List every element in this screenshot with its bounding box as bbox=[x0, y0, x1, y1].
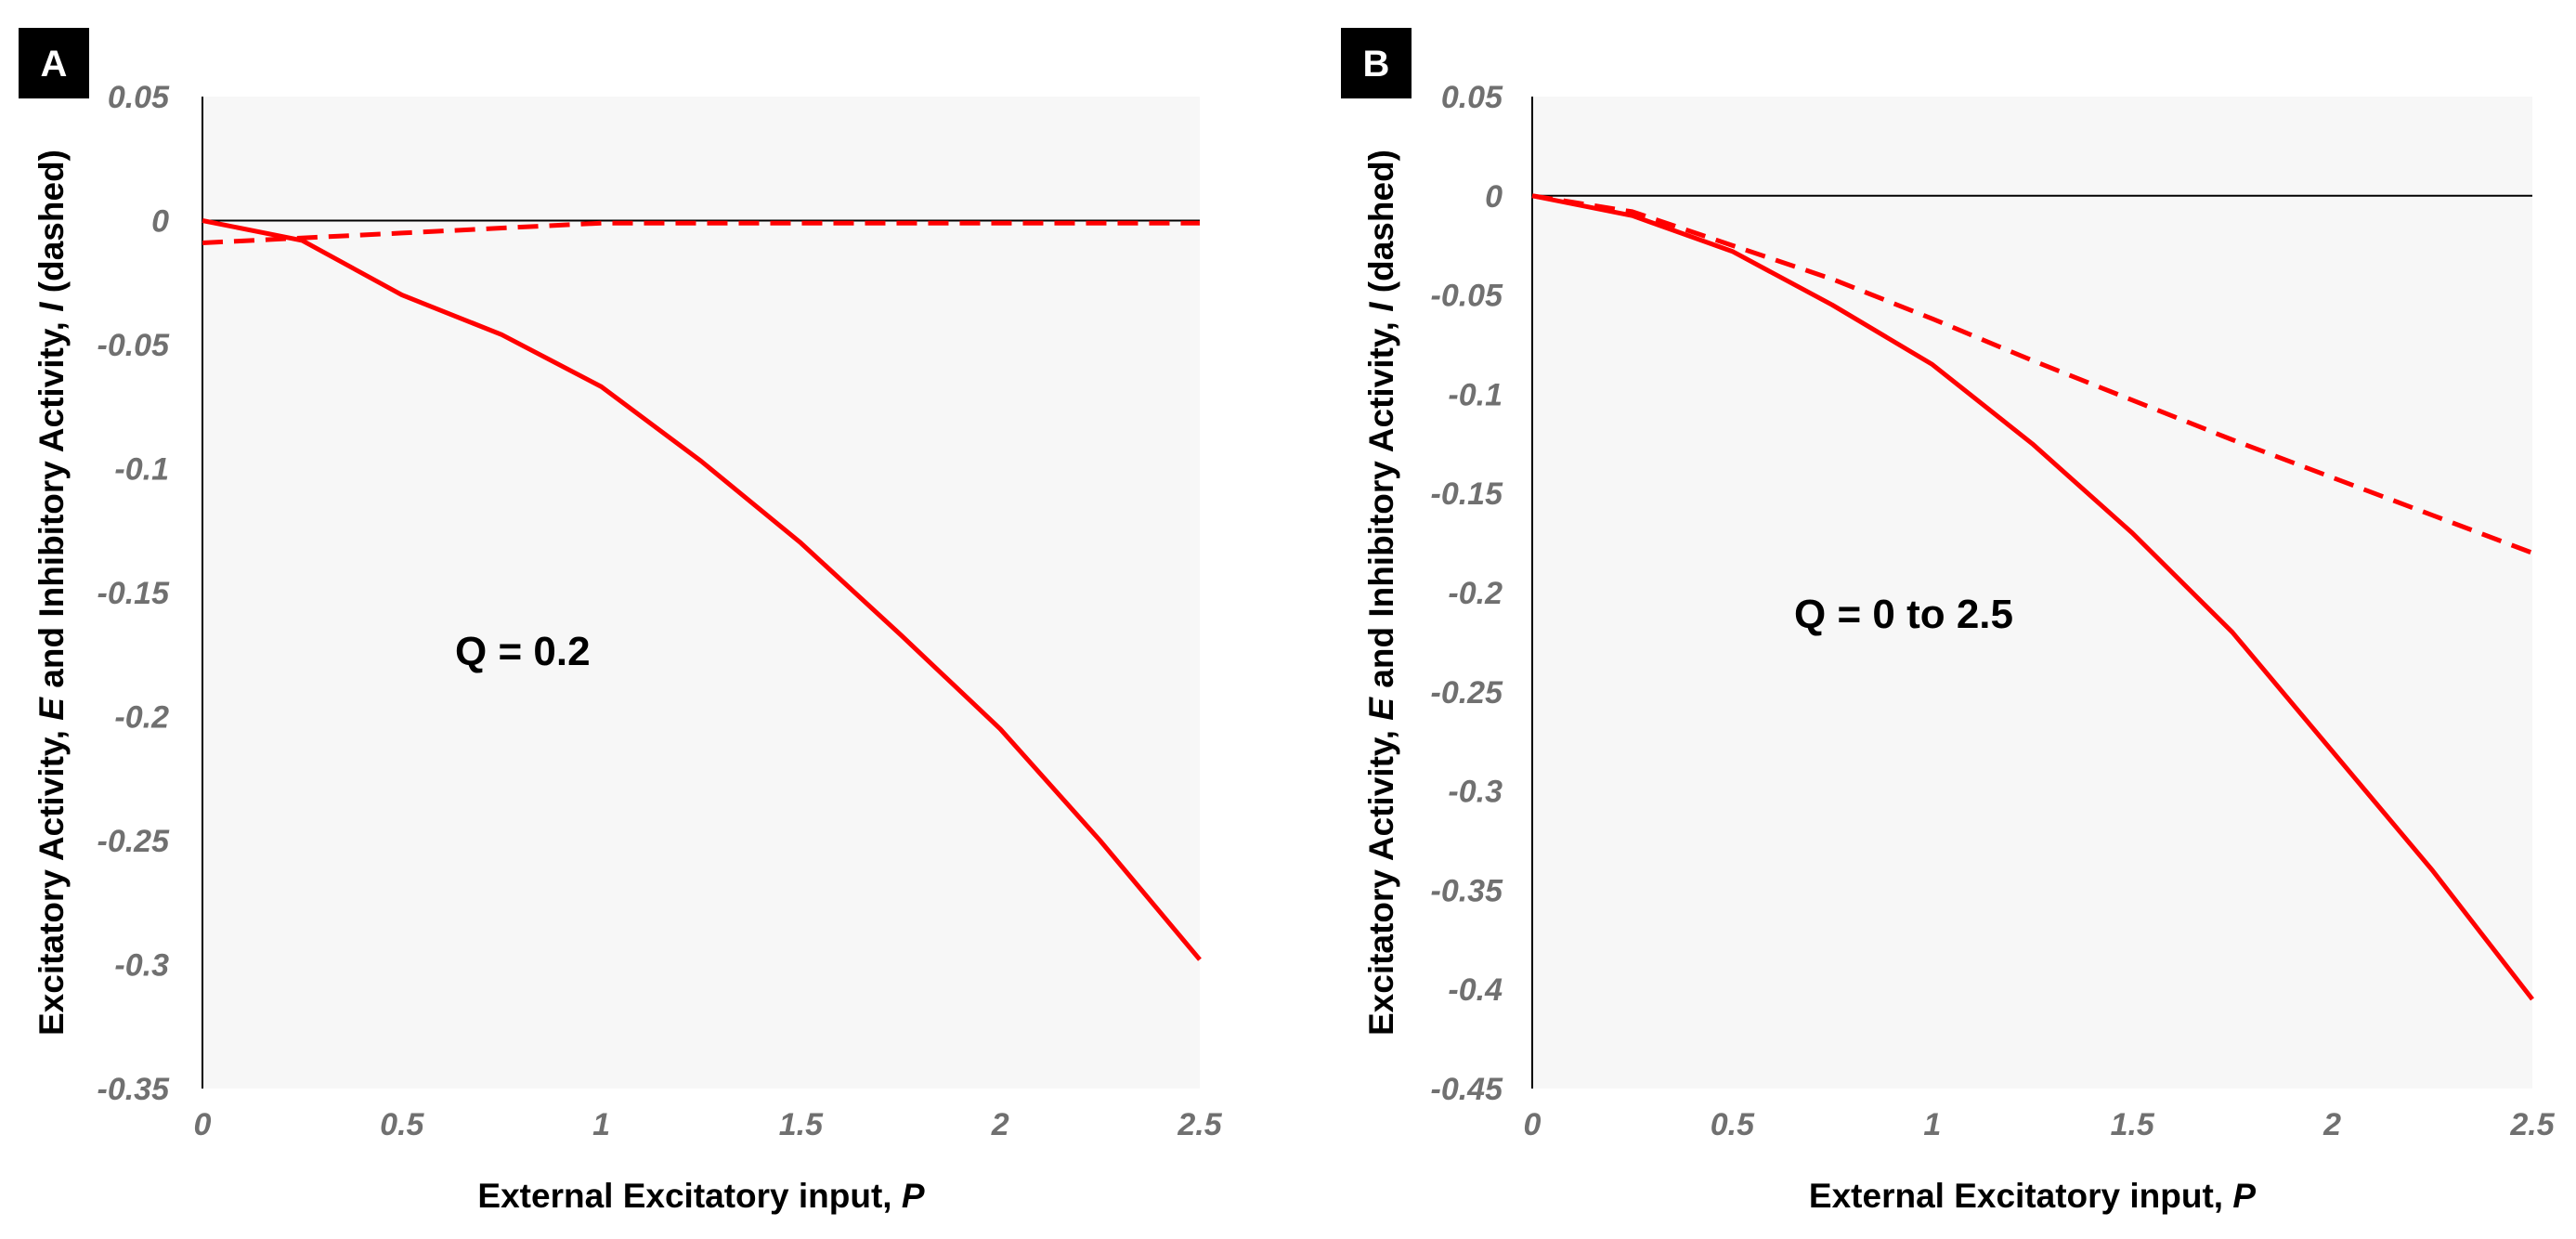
y-tick-label: 0.05 bbox=[108, 80, 170, 115]
y-tick-label: -0.2 bbox=[1448, 576, 1503, 611]
x-tick-label: 2 bbox=[2322, 1107, 2341, 1142]
series-line-I-dashed bbox=[1531, 193, 2533, 555]
x-axis-label: External Excitatory input, P bbox=[1809, 1177, 2256, 1215]
series-line-I-dashed bbox=[202, 220, 1200, 245]
y-tick-label: 0 bbox=[151, 204, 169, 240]
y-tick-label: -0.3 bbox=[114, 948, 169, 984]
x-tick-label: 0.5 bbox=[1711, 1107, 1755, 1142]
x-tick-label: 1 bbox=[592, 1107, 610, 1142]
y-axis-label: Excitatory Activity, E and Inhibitory Ac… bbox=[33, 150, 71, 1036]
y-tick-label: -0.1 bbox=[1448, 377, 1503, 412]
y-tick-label: -0.25 bbox=[1431, 675, 1504, 711]
y-tick-label: 0 bbox=[1485, 179, 1503, 215]
y-tick-label: -0.45 bbox=[1431, 1072, 1504, 1107]
y-tick-label: -0.3 bbox=[1448, 775, 1503, 810]
panel-b: 0.05 0 -0.05 -0.1 -0.15 -0.2 -0.25 -0.3 -0.35 -0.… bbox=[1341, 28, 2556, 1215]
x-tick-label: 1.5 bbox=[2111, 1107, 2155, 1142]
panel-badge-label: A bbox=[41, 44, 68, 85]
y-tick-label: -0.35 bbox=[1431, 873, 1504, 908]
y-tick-label: -0.15 bbox=[98, 576, 171, 611]
series-line-E-solid bbox=[202, 218, 1202, 961]
y-tick-label: -0.05 bbox=[1431, 279, 1504, 314]
x-tick-label: 0 bbox=[194, 1107, 212, 1142]
x-tick-label: 2 bbox=[991, 1107, 1009, 1142]
x-tick-label: 2.5 bbox=[1177, 1107, 1222, 1142]
panel-a: 0.05 0 -0.05 -0.1 -0.15 -0.2 -0.25 -0.3 -0.35 0 0.… bbox=[19, 28, 1223, 1215]
panel-badge bbox=[19, 28, 89, 98]
x-tick-label: 0 bbox=[1524, 1107, 1542, 1142]
x-tick-label: 1 bbox=[1923, 1107, 1941, 1142]
y-tick-label: -0.1 bbox=[114, 452, 169, 488]
x-tick-label: 1.5 bbox=[779, 1107, 824, 1142]
x-tick-label: 0.5 bbox=[380, 1107, 424, 1142]
plot-area bbox=[1532, 97, 2532, 1089]
x-axis-label: External Excitatory input, P bbox=[477, 1177, 924, 1215]
y-tick-label: -0.2 bbox=[114, 700, 169, 736]
y-tick-label: -0.35 bbox=[98, 1072, 171, 1107]
panel-badge bbox=[1341, 28, 1412, 98]
panel-badge-label: B bbox=[1363, 44, 1390, 85]
y-tick-label: -0.15 bbox=[1431, 476, 1504, 512]
series-line-E-solid bbox=[1531, 193, 2534, 1001]
plot-area bbox=[202, 97, 1200, 1089]
y-axis-label: Excitatory Activity, E and Inhibitory Ac… bbox=[1362, 150, 1400, 1036]
y-tick-label: 0.05 bbox=[1441, 80, 1503, 115]
x-tick-label: 2.5 bbox=[2509, 1107, 2555, 1142]
annotation-label: Q = 0.2 bbox=[455, 629, 591, 674]
y-tick-label: -0.4 bbox=[1448, 972, 1503, 1008]
annotation-label: Q = 0 to 2.5 bbox=[1794, 592, 2013, 637]
y-tick-label: -0.05 bbox=[98, 328, 171, 363]
y-tick-label: -0.25 bbox=[98, 824, 171, 859]
